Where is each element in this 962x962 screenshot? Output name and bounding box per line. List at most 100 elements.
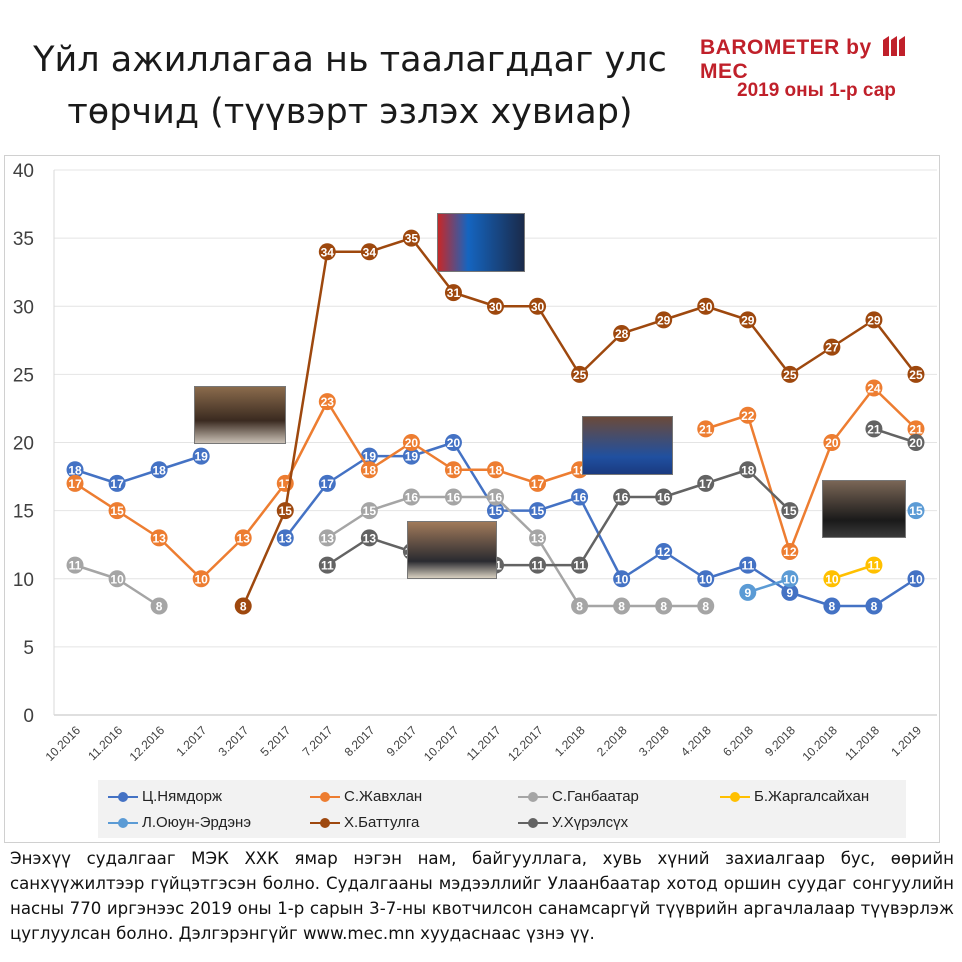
data-point-nyamdorj [150, 461, 168, 479]
data-point-ganbaatar [318, 529, 336, 547]
data-point-nyamdorj [108, 474, 126, 492]
data-point-battulga [865, 311, 883, 329]
data-label-ganbaatar: 8 [156, 600, 163, 614]
data-label-khurelsukh: 15 [783, 504, 797, 518]
x-tick-label: 4.2018 [678, 723, 714, 759]
data-label-ganbaatar: 13 [321, 531, 335, 545]
data-point-battulga [529, 297, 547, 315]
series-line-battulga [241, 509, 287, 608]
legend-item: Х.Баттулга [310, 814, 419, 831]
data-label-ganbaatar: 16 [405, 491, 419, 505]
data-label-ganbaatar: 16 [447, 491, 461, 505]
data-label-javkhlan: 13 [152, 531, 166, 545]
data-point-javkhlan [444, 461, 462, 479]
legend-label: Б.Жаргалсайхан [754, 788, 870, 805]
data-label-battulga: 29 [867, 313, 881, 327]
data-label-nyamdorj: 19 [194, 450, 208, 464]
data-label-khurelsukh: 16 [657, 491, 671, 505]
legend-item: С.Жавхлан [310, 788, 422, 805]
data-label-nyamdorj: 20 [447, 436, 461, 450]
data-point-battulga [318, 243, 336, 261]
legend-item: Б.Жаргалсайхан [720, 788, 869, 805]
legend-swatch [108, 818, 138, 829]
brand: BAROMETER by MEC [700, 34, 962, 84]
data-point-khurelsukh [529, 556, 547, 574]
data-point-ganbaatar [360, 502, 378, 520]
data-point-ganbaatar [487, 488, 504, 506]
data-label-ganbaatar: 8 [702, 600, 709, 614]
x-tick-label: 9.2017 [384, 723, 420, 759]
data-point-javkhlan [402, 434, 420, 451]
data-label-oyun_erdene: 9 [744, 586, 751, 600]
legend-label: С.Ганбаатар [552, 788, 639, 805]
x-tick-label: 1.2017 [173, 723, 209, 759]
data-label-oyun_erdene: 10 [783, 572, 797, 586]
data-label-battulga: 8 [240, 600, 247, 614]
legend-swatch [518, 792, 548, 803]
data-point-nyamdorj [276, 529, 294, 547]
series-line-battulga [284, 250, 329, 512]
data-point-nyamdorj [318, 474, 336, 492]
legend-label: У.Хүрэлсүх [552, 814, 629, 831]
data-label-battulga: 25 [783, 368, 797, 382]
data-point-battulga [823, 338, 841, 356]
legend-item: У.Хүрэлсүх [518, 814, 628, 831]
data-label-nyamdorj: 15 [531, 504, 545, 518]
x-tick-label: 5.2017 [258, 723, 294, 759]
data-label-battulga: 30 [489, 300, 503, 314]
y-tick-label: 30 [13, 297, 34, 318]
data-label-jargalsaikhan: 10 [825, 572, 839, 586]
data-point-javkhlan [318, 393, 336, 411]
series-line-khurelsukh [746, 468, 792, 512]
data-label-javkhlan: 17 [531, 477, 545, 491]
data-point-khurelsukh [613, 488, 631, 506]
data-point-jargalsaikhan [865, 556, 883, 574]
x-tick-label: 1.2018 [552, 723, 588, 759]
data-label-nyamdorj: 17 [110, 477, 124, 491]
data-label-javkhlan: 24 [867, 382, 881, 396]
data-point-nyamdorj [529, 502, 547, 520]
data-point-oyun_erdene [739, 583, 757, 601]
data-point-battulga [360, 243, 378, 261]
y-tick-label: 35 [13, 229, 34, 250]
data-label-battulga: 27 [825, 341, 839, 355]
data-point-khurelsukh [739, 461, 757, 479]
data-label-khurelsukh: 20 [909, 436, 923, 450]
series-line-javkhlan [788, 441, 834, 553]
data-point-ganbaatar [402, 488, 420, 506]
data-label-javkhlan: 17 [68, 477, 82, 491]
chart-title-line2: төрчид (түүвэрт эзлэх хувиар) [67, 92, 633, 132]
x-tick-label: 10.2016 [43, 723, 84, 764]
data-label-nyamdorj: 18 [68, 463, 82, 477]
legend-item: Л.Оюун-Эрдэнэ [108, 814, 251, 831]
data-label-nyamdorj: 12 [657, 545, 671, 559]
data-label-khurelsukh: 13 [363, 531, 377, 545]
data-point-battulga [655, 311, 673, 329]
data-point-nyamdorj [739, 556, 757, 574]
portrait-photo-1 [194, 386, 286, 444]
data-label-ganbaatar: 8 [576, 600, 583, 614]
data-point-javkhlan [360, 461, 378, 479]
data-point-nyamdorj [907, 570, 925, 588]
data-point-javkhlan [865, 379, 883, 397]
data-point-jargalsaikhan [823, 570, 841, 588]
data-label-javkhlan: 20 [825, 436, 839, 450]
series-line-javkhlan [199, 536, 245, 580]
data-point-battulga [907, 365, 925, 383]
data-label-javkhlan: 18 [489, 463, 503, 477]
series-line-battulga [410, 236, 455, 294]
data-label-nyamdorj: 13 [279, 531, 293, 545]
legend-label: Х.Баттулга [344, 814, 420, 831]
data-label-khurelsukh: 11 [573, 559, 586, 573]
legend-label: Л.Оюун-Эрдэнэ [142, 814, 251, 831]
data-point-ganbaatar [529, 529, 547, 547]
data-point-ganbaatar [613, 597, 631, 615]
data-label-javkhlan: 18 [447, 463, 461, 477]
data-point-ganbaatar [150, 597, 168, 615]
data-label-nyamdorj: 18 [152, 463, 166, 477]
data-label-battulga: 25 [909, 368, 923, 382]
data-point-battulga [697, 297, 715, 315]
legend-item: Ц.Нямдорж [108, 788, 222, 805]
data-point-khurelsukh [697, 474, 715, 492]
